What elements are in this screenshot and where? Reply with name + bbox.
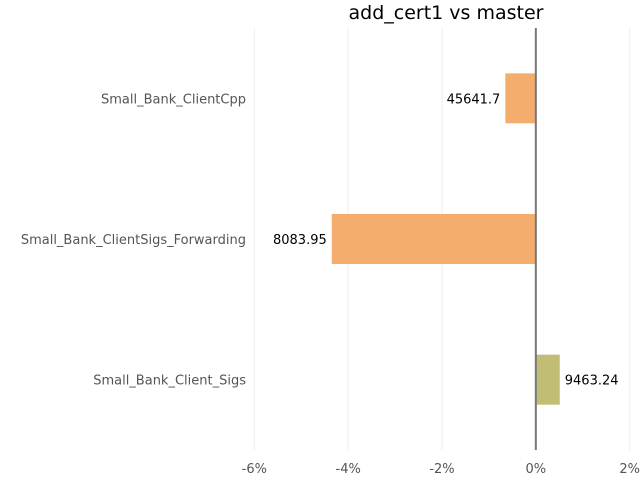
bar-0 xyxy=(505,73,536,124)
data-labels: 45641.7 8083.95 9463.24 xyxy=(273,92,619,388)
category-label-0: Small_Bank_ClientCpp xyxy=(101,92,246,107)
x-tick-label-0: -6% xyxy=(242,462,267,477)
x-axis-ticks: -6% -4% -2% 0% 2% xyxy=(242,462,640,477)
category-labels: Small_Bank_ClientCpp Small_Bank_ClientSig… xyxy=(21,92,246,388)
bar-2 xyxy=(535,354,560,405)
x-tick-label-4: 2% xyxy=(619,462,640,477)
data-label-0: 45641.7 xyxy=(447,92,501,107)
x-tick-label-1: -4% xyxy=(336,462,361,477)
data-label-1: 8083.95 xyxy=(273,233,327,248)
bar-1 xyxy=(331,214,536,264)
chart-title: add_cert1 vs master xyxy=(349,2,544,24)
data-label-2: 9463.24 xyxy=(565,374,619,389)
x-tick-label-2: -2% xyxy=(429,462,454,477)
category-label-2: Small_Bank_Client_Sigs xyxy=(93,374,246,389)
x-tick-label-3: 0% xyxy=(526,462,547,477)
category-label-1: Small_Bank_ClientSigs_Forwarding xyxy=(21,233,246,248)
bars xyxy=(331,73,560,405)
